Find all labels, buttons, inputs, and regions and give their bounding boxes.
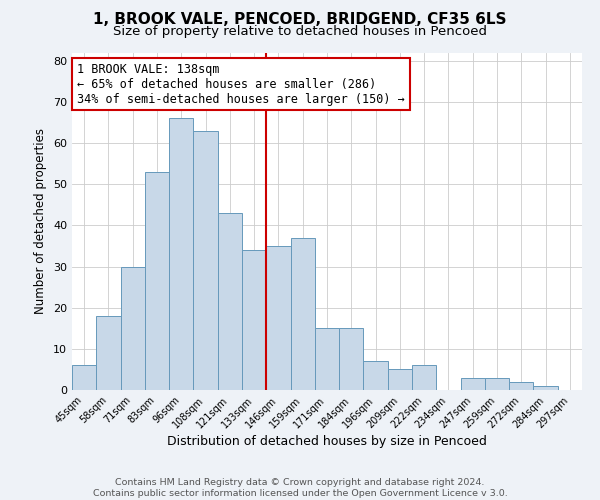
Bar [339, 328, 364, 390]
Bar [461, 378, 485, 390]
Text: 1, BROOK VALE, PENCOED, BRIDGEND, CF35 6LS: 1, BROOK VALE, PENCOED, BRIDGEND, CF35 6… [93, 12, 507, 28]
Bar [218, 213, 242, 390]
Bar [96, 316, 121, 390]
Bar [290, 238, 315, 390]
Bar [242, 250, 266, 390]
Text: 1 BROOK VALE: 138sqm
← 65% of detached houses are smaller (286)
34% of semi-deta: 1 BROOK VALE: 138sqm ← 65% of detached h… [77, 62, 405, 106]
Bar [145, 172, 169, 390]
Bar [266, 246, 290, 390]
Y-axis label: Number of detached properties: Number of detached properties [34, 128, 47, 314]
Bar [121, 266, 145, 390]
Bar [72, 366, 96, 390]
Bar [509, 382, 533, 390]
Bar [364, 361, 388, 390]
Bar [388, 370, 412, 390]
Bar [412, 366, 436, 390]
Bar [315, 328, 339, 390]
Text: Size of property relative to detached houses in Pencoed: Size of property relative to detached ho… [113, 25, 487, 38]
Bar [533, 386, 558, 390]
Bar [193, 130, 218, 390]
Bar [169, 118, 193, 390]
Bar [485, 378, 509, 390]
Text: Contains HM Land Registry data © Crown copyright and database right 2024.
Contai: Contains HM Land Registry data © Crown c… [92, 478, 508, 498]
X-axis label: Distribution of detached houses by size in Pencoed: Distribution of detached houses by size … [167, 436, 487, 448]
